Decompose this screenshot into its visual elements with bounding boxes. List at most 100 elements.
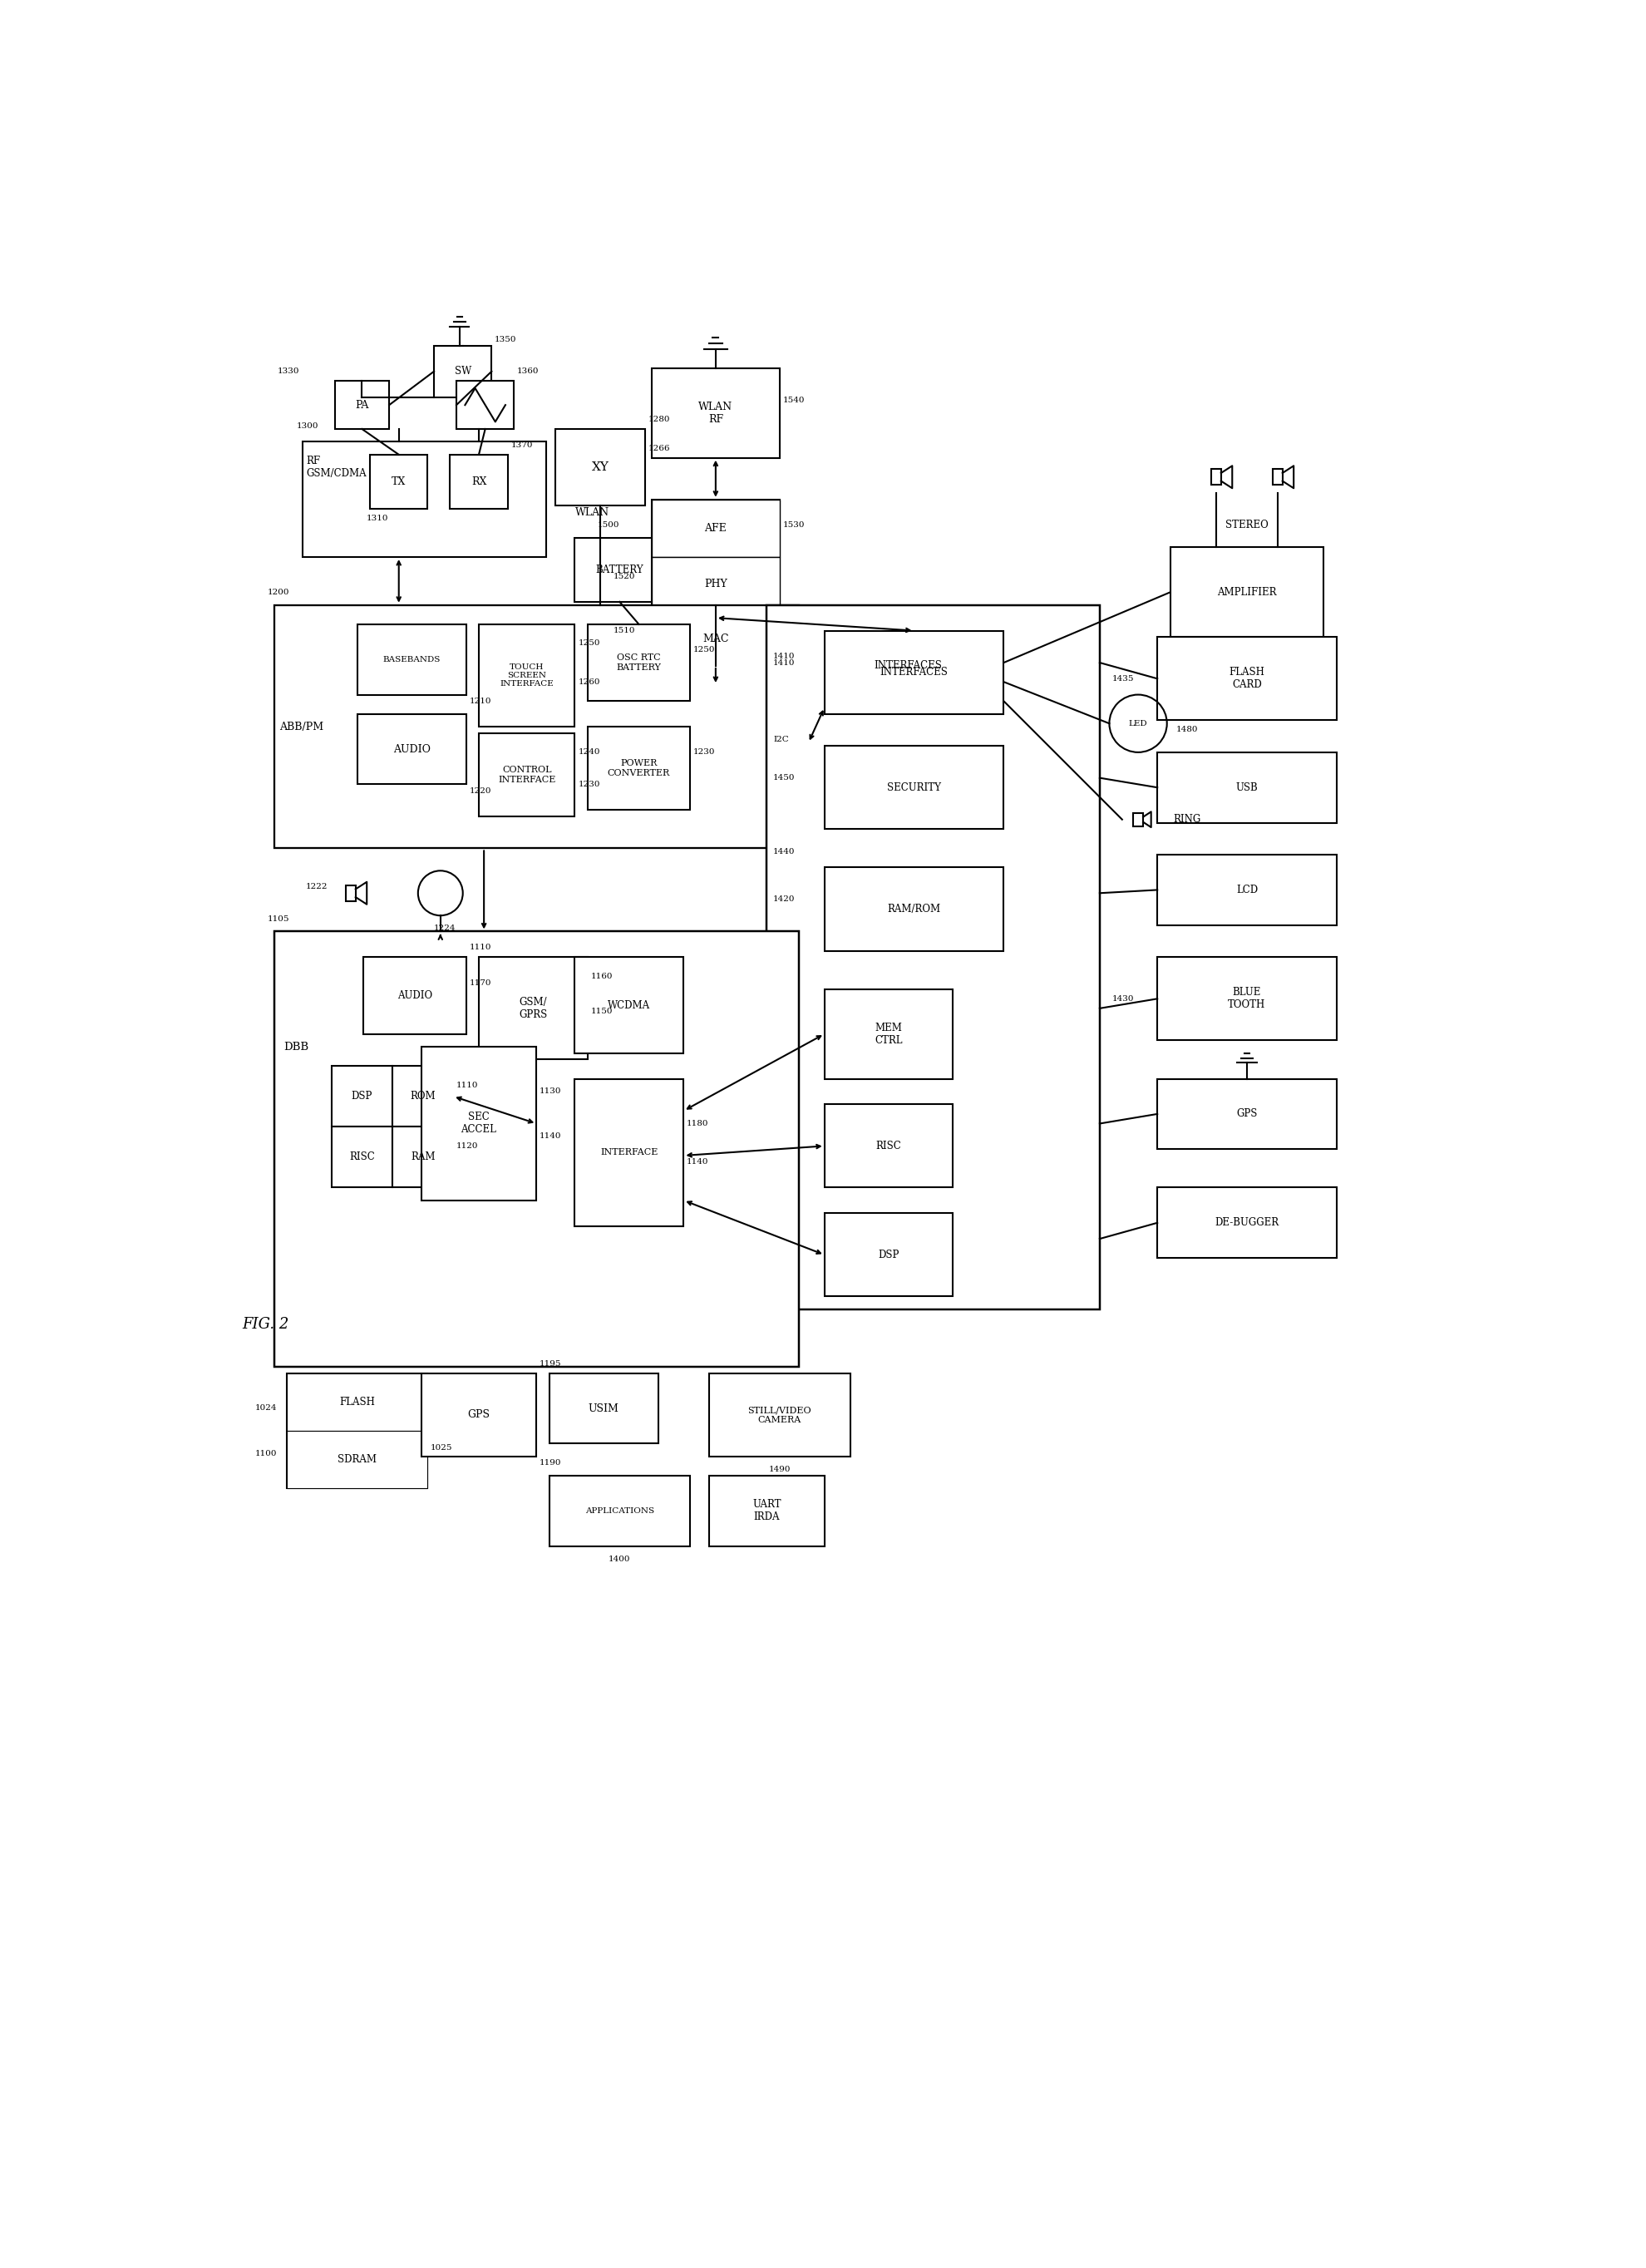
Bar bbox=[588, 624, 690, 701]
Text: STEREO: STEREO bbox=[1225, 519, 1267, 531]
Text: 1170: 1170 bbox=[469, 980, 491, 987]
Bar bbox=[555, 429, 645, 506]
Bar bbox=[1157, 753, 1337, 823]
Bar bbox=[574, 957, 683, 1052]
Text: 1420: 1420 bbox=[774, 896, 795, 903]
Text: ROM: ROM bbox=[410, 1091, 435, 1102]
Text: RISC: RISC bbox=[349, 1152, 375, 1163]
Text: SECURITY: SECURITY bbox=[887, 782, 940, 794]
Text: DSP: DSP bbox=[877, 1250, 899, 1261]
Bar bbox=[825, 746, 1002, 830]
Text: 1140: 1140 bbox=[686, 1159, 708, 1166]
Text: GPS: GPS bbox=[467, 1408, 491, 1420]
Text: 1110: 1110 bbox=[469, 943, 491, 950]
Bar bbox=[370, 454, 428, 508]
Bar bbox=[709, 1372, 849, 1456]
Bar bbox=[303, 442, 546, 558]
Text: 1105: 1105 bbox=[267, 914, 290, 923]
Text: DE-BUGGER: DE-BUGGER bbox=[1215, 1218, 1279, 1229]
Bar bbox=[364, 957, 466, 1034]
Text: 1110: 1110 bbox=[456, 1082, 479, 1089]
Bar bbox=[331, 1066, 392, 1127]
Text: GSM/
GPRS: GSM/ GPRS bbox=[518, 996, 546, 1021]
Text: RF
GSM/CDMA: RF GSM/CDMA bbox=[306, 456, 365, 479]
Text: 1180: 1180 bbox=[686, 1120, 708, 1127]
Text: TX: TX bbox=[392, 476, 407, 488]
Text: 1120: 1120 bbox=[456, 1143, 479, 1150]
Text: I2C: I2C bbox=[774, 735, 788, 744]
Text: 1222: 1222 bbox=[306, 882, 328, 891]
Text: RX: RX bbox=[471, 476, 486, 488]
Text: 1280: 1280 bbox=[649, 415, 670, 424]
Bar bbox=[825, 869, 1002, 950]
Bar bbox=[550, 1372, 658, 1445]
Text: FLASH
CARD: FLASH CARD bbox=[1228, 667, 1264, 689]
Bar bbox=[652, 558, 779, 612]
Text: LED: LED bbox=[1128, 719, 1147, 728]
Text: RISC: RISC bbox=[876, 1141, 900, 1152]
Text: UART
IRDA: UART IRDA bbox=[752, 1499, 780, 1522]
Text: 1330: 1330 bbox=[277, 367, 300, 374]
Text: SEC
ACCEL: SEC ACCEL bbox=[461, 1111, 497, 1136]
Text: 1025: 1025 bbox=[431, 1445, 453, 1452]
Bar bbox=[435, 345, 492, 397]
Text: 1500: 1500 bbox=[597, 522, 619, 528]
Text: FLASH: FLASH bbox=[339, 1397, 375, 1408]
Text: 1200: 1200 bbox=[267, 587, 290, 596]
Text: WCDMA: WCDMA bbox=[607, 1000, 650, 1012]
Bar bbox=[574, 1080, 683, 1227]
Bar bbox=[479, 624, 574, 726]
Text: 1400: 1400 bbox=[609, 1556, 630, 1563]
Text: 1150: 1150 bbox=[591, 1007, 612, 1016]
Bar bbox=[286, 1431, 428, 1488]
Text: 1250: 1250 bbox=[578, 640, 599, 646]
Text: STILL/VIDEO
CAMERA: STILL/VIDEO CAMERA bbox=[747, 1406, 811, 1424]
Text: AUDIO: AUDIO bbox=[397, 991, 433, 1000]
Text: 1350: 1350 bbox=[494, 336, 517, 342]
Text: 1530: 1530 bbox=[782, 522, 805, 528]
Bar bbox=[456, 381, 514, 429]
Text: PA: PA bbox=[356, 399, 369, 411]
Text: RAM: RAM bbox=[410, 1152, 435, 1163]
Text: 1370: 1370 bbox=[510, 442, 533, 449]
Bar bbox=[1157, 1188, 1337, 1259]
Text: 1210: 1210 bbox=[469, 696, 491, 705]
Text: OSC RTC
BATTERY: OSC RTC BATTERY bbox=[616, 653, 662, 671]
Bar bbox=[1170, 547, 1323, 637]
Bar bbox=[392, 1066, 453, 1127]
Bar bbox=[767, 606, 1100, 1309]
Text: POWER
CONVERTER: POWER CONVERTER bbox=[607, 760, 670, 778]
Text: 1435: 1435 bbox=[1113, 676, 1134, 683]
Text: ABB/PM: ABB/PM bbox=[278, 721, 323, 733]
Text: RAM/ROM: RAM/ROM bbox=[887, 903, 940, 914]
Bar bbox=[709, 1476, 825, 1547]
Text: 1410: 1410 bbox=[774, 660, 795, 667]
Bar bbox=[273, 932, 798, 1368]
Text: TOUCH
SCREEN
INTERFACE: TOUCH SCREEN INTERFACE bbox=[500, 662, 553, 687]
Bar bbox=[550, 1476, 690, 1547]
Bar bbox=[652, 499, 779, 667]
Text: INTERFACE: INTERFACE bbox=[601, 1148, 658, 1157]
Text: BASEBANDS: BASEBANDS bbox=[382, 655, 439, 662]
Bar bbox=[273, 606, 798, 848]
Bar bbox=[334, 381, 388, 429]
Bar bbox=[421, 1048, 537, 1200]
Text: CONTROL
INTERFACE: CONTROL INTERFACE bbox=[497, 767, 555, 785]
Text: AMPLIFIER: AMPLIFIER bbox=[1216, 587, 1276, 599]
Text: 1224: 1224 bbox=[435, 925, 456, 932]
Text: 1360: 1360 bbox=[517, 367, 538, 374]
Bar bbox=[574, 538, 663, 601]
Bar bbox=[286, 1372, 428, 1431]
Bar bbox=[357, 624, 466, 694]
Text: 1260: 1260 bbox=[578, 678, 599, 685]
Bar bbox=[479, 733, 574, 816]
Text: 1430: 1430 bbox=[1113, 996, 1134, 1002]
Text: 1190: 1190 bbox=[540, 1458, 561, 1467]
Text: 1540: 1540 bbox=[782, 397, 805, 404]
Text: DSP: DSP bbox=[351, 1091, 372, 1102]
Bar bbox=[588, 726, 690, 810]
Bar bbox=[392, 1127, 453, 1188]
Text: 1230: 1230 bbox=[578, 780, 599, 787]
Bar bbox=[825, 631, 1002, 714]
Text: 1520: 1520 bbox=[612, 572, 635, 581]
